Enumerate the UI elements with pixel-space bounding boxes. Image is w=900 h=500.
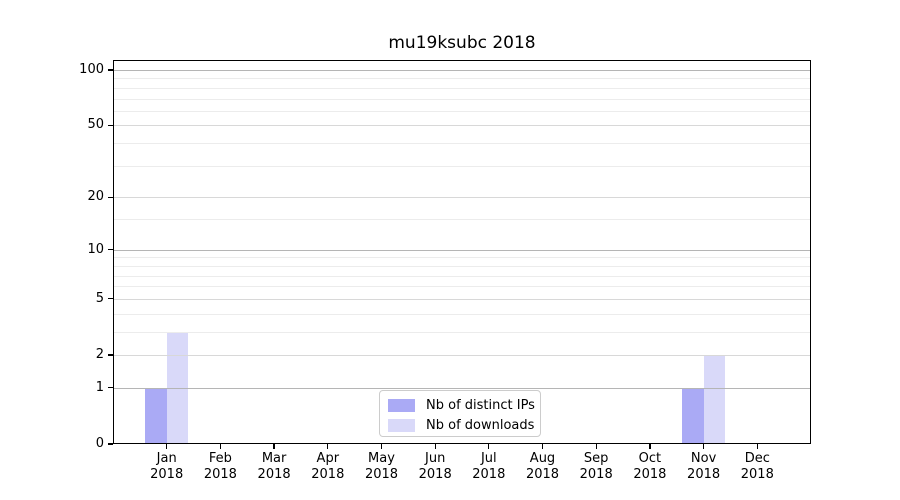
legend-swatch (388, 418, 415, 432)
x-tick-mark (488, 444, 490, 449)
x-tick-label: Mar 2018 (257, 451, 291, 482)
bar (682, 387, 704, 444)
minor-gridline (113, 286, 811, 288)
y-tick-mark (108, 443, 113, 445)
chart-title: mu19ksubc 2018 (388, 33, 536, 53)
legend-label: Nb of distinct IPs (426, 397, 535, 413)
major-gridline (113, 70, 811, 71)
x-tick-mark (273, 444, 275, 449)
y-tick-label: 100 (79, 62, 104, 77)
minor-gridline (113, 143, 811, 145)
y-tick-label: 2 (95, 347, 104, 362)
major-gridline (113, 387, 811, 389)
minor-gridline (113, 257, 811, 259)
legend-item-downloads: Nb of downloads (380, 415, 540, 435)
x-tick-mark (541, 444, 544, 449)
legend-label: Nb of downloads (426, 417, 535, 433)
x-tick-mark (756, 444, 758, 449)
legend-swatch (388, 398, 415, 412)
y-tick-mark (108, 298, 113, 300)
x-tick-mark (434, 444, 436, 449)
x-tick-label: Nov 2018 (687, 451, 721, 482)
major-gridline (113, 355, 811, 356)
x-tick-label: Oct 2018 (633, 451, 667, 482)
y-tick-label: 20 (87, 189, 104, 205)
y-tick-label: 10 (87, 241, 104, 257)
x-tick-mark (702, 444, 705, 449)
minor-gridline (113, 219, 811, 221)
minor-gridline (113, 165, 811, 167)
minor-gridline (113, 87, 811, 89)
major-gridline (113, 249, 811, 251)
x-tick-label: Jul 2018 (472, 451, 506, 482)
x-tick-label: Sep 2018 (579, 451, 613, 482)
x-tick-label: Dec 2018 (740, 451, 774, 482)
x-tick-label: Jun 2018 (418, 451, 452, 482)
legend-item-distinct-ips: Nb of distinct IPs (380, 395, 540, 415)
minor-gridline (113, 331, 811, 333)
y-tick-mark (108, 124, 113, 127)
minor-gridline (113, 265, 811, 267)
legend: Nb of distinct IPs Nb of downloads (379, 390, 541, 437)
minor-gridline (113, 98, 811, 100)
bar (145, 387, 167, 444)
x-tick-label: Aug 2018 (525, 451, 560, 482)
y-tick-mark (108, 196, 113, 198)
x-tick-label: Jan 2018 (150, 451, 184, 482)
major-gridline (113, 125, 811, 127)
y-tick-mark (108, 354, 113, 356)
x-tick-mark (219, 444, 222, 449)
x-tick-label: May 2018 (364, 451, 399, 482)
y-tick-label: 1 (95, 379, 104, 395)
y-tick-mark (108, 249, 113, 251)
major-gridline (113, 197, 811, 199)
y-tick-label: 50 (87, 117, 104, 133)
x-tick-mark (649, 444, 651, 449)
x-tick-label: Apr 2018 (311, 451, 345, 482)
x-tick-mark (380, 444, 383, 449)
y-tick-mark (108, 387, 113, 389)
x-tick-label: Feb 2018 (203, 451, 237, 482)
x-tick-mark (595, 444, 597, 449)
minor-gridline (113, 313, 811, 315)
y-tick-mark (108, 69, 113, 71)
plot-area (113, 60, 811, 444)
minor-gridline (113, 275, 811, 277)
bar (703, 355, 726, 444)
x-tick-mark (166, 444, 168, 449)
y-tick-label: 0 (95, 436, 104, 451)
x-tick-mark (327, 444, 329, 449)
major-gridline (113, 298, 811, 300)
minor-gridline (113, 78, 811, 80)
y-tick-label: 5 (95, 290, 104, 306)
minor-gridline (113, 110, 811, 112)
